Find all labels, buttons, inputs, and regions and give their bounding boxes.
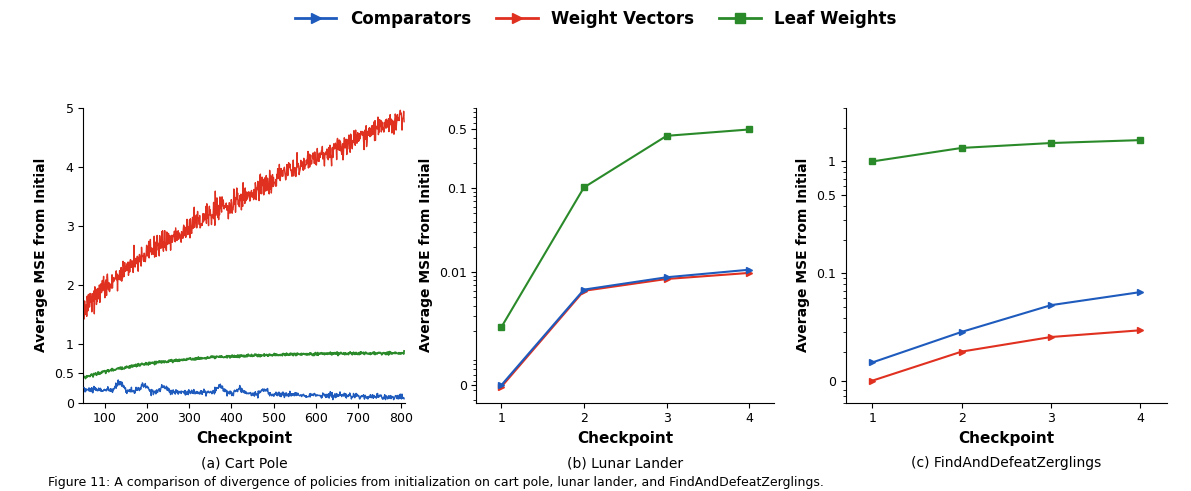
- Text: (c) FindAndDefeatZerglings: (c) FindAndDefeatZerglings: [911, 457, 1102, 470]
- Y-axis label: Average MSE from Initial: Average MSE from Initial: [797, 158, 810, 353]
- X-axis label: Checkpoint: Checkpoint: [197, 431, 292, 446]
- X-axis label: Checkpoint: Checkpoint: [959, 431, 1054, 446]
- Text: Figure 11: A comparison of divergence of policies from initialization on cart po: Figure 11: A comparison of divergence of…: [48, 476, 823, 489]
- Legend: Comparators, Weight Vectors, Leaf Weights: Comparators, Weight Vectors, Leaf Weight…: [288, 3, 903, 35]
- X-axis label: Checkpoint: Checkpoint: [578, 431, 673, 446]
- Text: (b) Lunar Lander: (b) Lunar Lander: [567, 457, 684, 470]
- Y-axis label: Average MSE from Initial: Average MSE from Initial: [419, 158, 434, 353]
- Y-axis label: Average MSE from Initial: Average MSE from Initial: [35, 158, 48, 353]
- Text: (a) Cart Pole: (a) Cart Pole: [201, 457, 287, 470]
